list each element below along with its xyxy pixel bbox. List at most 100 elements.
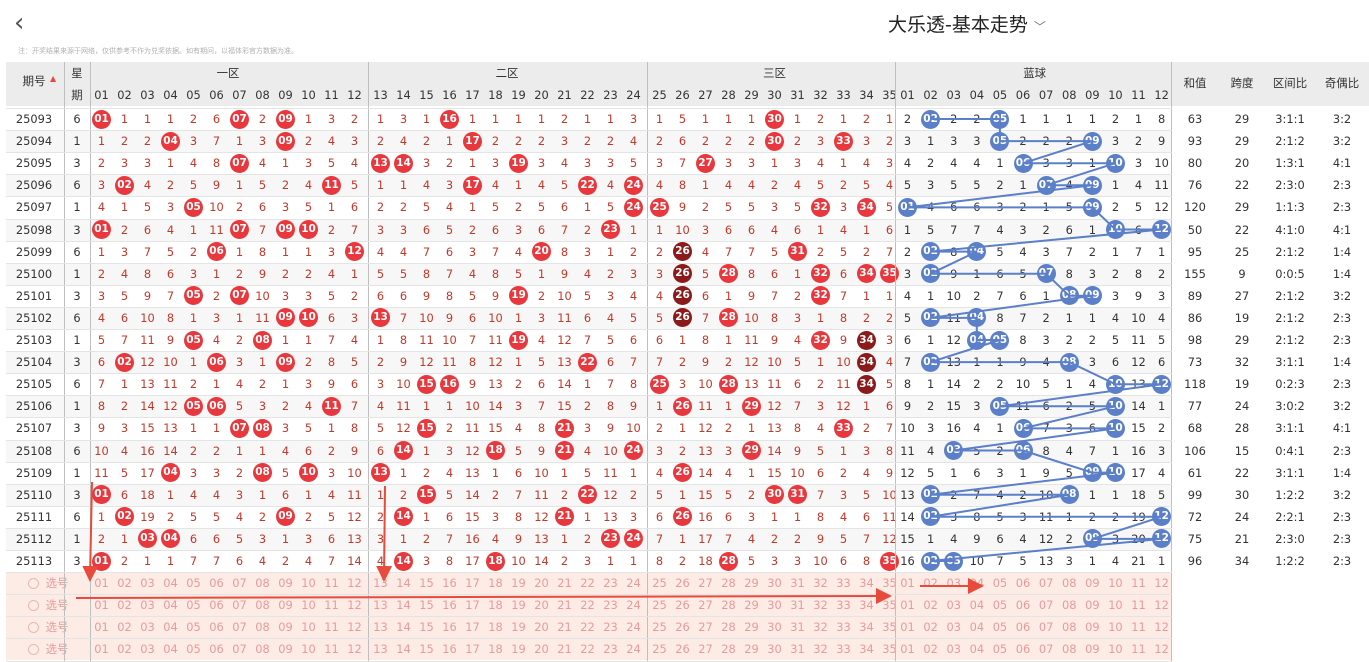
red-miss-count[interactable]: 5 [327,509,336,524]
blue-miss-count[interactable]: 3 [1134,156,1143,171]
red-ball[interactable]: 14 [394,153,413,173]
blue-miss-count[interactable]: 1 [1019,465,1027,480]
page-title[interactable]: 大乐透-基本走势 ﹀ [888,14,1046,36]
pick-red-number[interactable]: 03 [140,576,155,591]
red-miss-count[interactable]: 3 [560,134,569,149]
red-ball[interactable]: 04 [161,529,180,549]
blue-miss-count[interactable]: 1 [996,355,1004,370]
period-cell[interactable]: 25094 [15,134,53,149]
weekday-cell[interactable]: 1 [73,399,81,414]
red-miss-count[interactable]: 9 [97,421,106,436]
red-miss-count[interactable]: 3 [120,244,129,259]
pick-red-number[interactable]: 09 [278,576,293,591]
red-miss-count[interactable]: 4 [166,222,175,237]
red-ball[interactable]: 24 [624,175,643,195]
pick-label[interactable]: 选号 [45,598,69,613]
red-miss-count[interactable]: 1 [678,531,687,546]
stat-odd-even[interactable]: 2:3 [1332,531,1352,546]
red-miss-count[interactable]: 6 [281,487,290,502]
red-ball[interactable]: 20 [532,242,551,262]
red-ball[interactable]: 17 [463,175,482,195]
blue-miss-count[interactable]: 13 [1131,377,1146,392]
pick-red-number[interactable]: 14 [396,642,411,657]
stat-span[interactable]: 29 [1234,112,1250,126]
red-miss-count[interactable]: 6 [327,310,336,325]
red-ball[interactable]: 26 [673,507,692,527]
red-miss-count[interactable]: 2 [376,134,385,149]
red-miss-count[interactable]: 12 [744,355,759,370]
red-miss-count[interactable]: 5 [304,421,313,436]
red-miss-count[interactable]: 17 [140,465,155,480]
red-miss-count[interactable]: 4 [120,443,129,458]
row-divider[interactable] [6,218,1172,220]
red-miss-count[interactable]: 2 [770,531,779,546]
blue-ball[interactable]: 09 [1082,286,1102,306]
red-miss-count[interactable]: 1 [747,421,756,436]
blue-ball[interactable]: 07 [1036,264,1056,284]
red-miss-count[interactable]: 10 [419,310,434,325]
red-miss-count[interactable]: 2 [281,399,290,414]
red-miss-count[interactable]: 4 [212,333,221,347]
pick-red-number[interactable]: 21 [557,620,572,635]
pick-red-number[interactable]: 09 [278,598,293,613]
stat-odd-even[interactable]: 2:3 [1332,178,1352,193]
red-number-header[interactable]: 11 [324,88,339,102]
blue-miss-count[interactable]: 8 [1042,443,1050,458]
red-miss-count[interactable]: 2 [793,531,802,546]
red-miss-count[interactable]: 12 [140,355,155,370]
pick-blue-number[interactable]: 04 [969,598,985,613]
blue-miss-count[interactable]: 16 [900,554,915,568]
pick-blue-number[interactable]: 10 [1108,620,1123,635]
red-miss-count[interactable]: 9 [422,288,431,303]
blue-miss-count[interactable]: 5 [973,178,981,193]
weekday-cell[interactable]: 6 [73,509,81,524]
stat-span[interactable]: 22 [1234,178,1250,193]
red-miss-count[interactable]: 3 [189,266,198,281]
blue-miss-count[interactable]: 2 [1088,509,1096,524]
red-miss-count[interactable]: 3 [747,509,756,524]
red-miss-count[interactable]: 11 [836,377,851,392]
weekday-cell[interactable]: 3 [73,355,81,370]
red-miss-count[interactable]: 1 [583,200,592,215]
red-ball[interactable]: 19 [509,330,528,350]
stat-zone-ratio[interactable]: 2:3:0 [1275,178,1305,193]
red-ball[interactable]: 26 [673,286,692,306]
blue-miss-count[interactable]: 14 [900,509,915,524]
blue-miss-count[interactable]: 2 [950,487,958,502]
red-miss-count[interactable]: 4 [491,178,500,193]
red-miss-count[interactable]: 3 [583,244,592,259]
red-miss-count[interactable]: 2 [560,554,569,568]
blue-miss-count[interactable]: 1 [927,333,935,347]
blue-miss-count[interactable]: 1 [1158,399,1166,414]
back-button[interactable]: ‹ [14,8,40,38]
red-ball[interactable]: 07 [230,153,249,173]
blue-miss-count[interactable]: 4 [1111,554,1120,568]
red-ball[interactable]: 13 [371,463,390,483]
pick-red-number[interactable]: 08 [255,620,270,635]
pick-blue-number[interactable]: 01 [900,598,915,613]
red-miss-count[interactable]: 1 [514,355,523,370]
red-miss-count[interactable]: 2 [816,377,825,392]
blue-miss-count[interactable]: 15 [946,399,961,414]
blue-ball[interactable]: 09 [1082,175,1102,195]
blue-ball[interactable]: 08 [1059,286,1079,306]
red-miss-count[interactable]: 11 [488,333,503,347]
red-miss-count[interactable]: 1 [445,399,454,414]
pick-red-number[interactable]: 16 [442,620,457,635]
pick-red-number[interactable]: 17 [465,642,480,657]
blue-miss-count[interactable]: 4 [1088,377,1096,392]
red-ball[interactable]: 34 [857,197,876,217]
red-miss-count[interactable]: 2 [606,266,615,281]
red-miss-count[interactable]: 5 [793,200,802,215]
blue-miss-count[interactable]: 2 [973,377,981,392]
red-miss-count[interactable]: 7 [350,222,359,237]
red-miss-count[interactable]: 1 [655,222,664,237]
red-miss-count[interactable]: 2 [166,178,175,193]
red-miss-count[interactable]: 4 [514,421,523,436]
red-miss-count[interactable]: 7 [327,333,336,347]
red-ball[interactable]: 23 [601,220,620,239]
period-cell[interactable]: 25100 [15,266,53,281]
red-miss-count[interactable]: 1 [724,333,733,347]
blue-miss-count[interactable]: 3 [1019,509,1027,524]
red-miss-count[interactable]: 3 [281,421,290,436]
